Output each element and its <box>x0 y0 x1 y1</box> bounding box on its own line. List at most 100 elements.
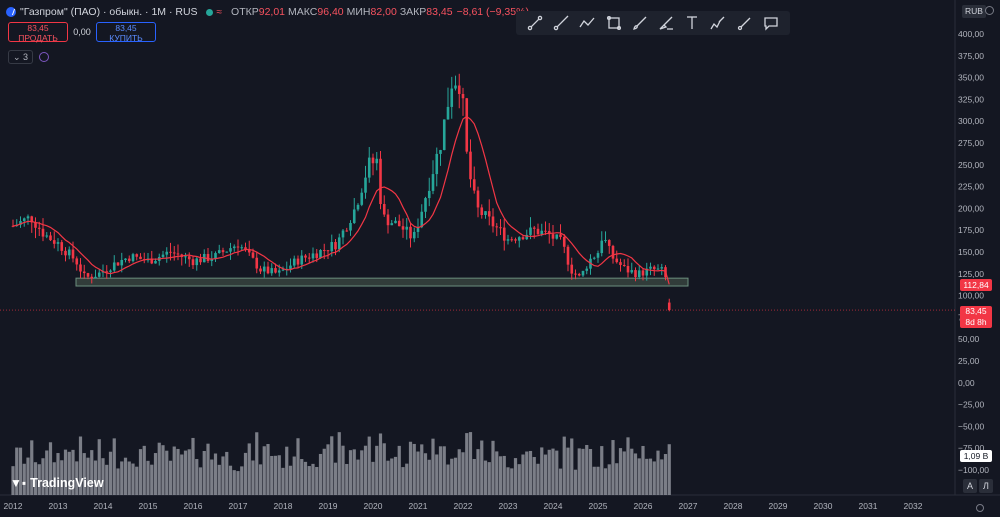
sell-price: 83,45 <box>27 23 49 33</box>
rectangle-icon[interactable] <box>605 14 623 32</box>
volume-bar <box>33 462 38 495</box>
x-tick-label: 2017 <box>229 501 248 511</box>
volume-bar <box>405 463 409 495</box>
y-tick-label: −25,00 <box>958 400 985 410</box>
log-scale-button[interactable]: Л <box>979 479 993 493</box>
candle <box>116 262 120 266</box>
logo-text: TradingView <box>30 476 104 490</box>
candle <box>64 250 67 256</box>
text-icon[interactable] <box>683 14 701 32</box>
candle <box>472 179 476 191</box>
candle <box>341 230 345 238</box>
candle <box>499 227 502 229</box>
volume-bar <box>67 451 71 495</box>
candle <box>379 158 382 205</box>
volume-bar <box>161 445 165 495</box>
trend-line-icon[interactable] <box>526 14 544 32</box>
volume-bar <box>637 458 641 495</box>
symbol-header: "Газпром" (ПАО) · обыкн. · 1M · RUS ≈ ОТ… <box>6 4 529 20</box>
candle <box>124 258 127 260</box>
candle <box>397 220 401 227</box>
marker-icon[interactable] <box>736 14 754 32</box>
volume-bar <box>127 461 131 495</box>
timezone-icon[interactable] <box>976 504 984 512</box>
symbol-title[interactable]: "Газпром" (ПАО) · обыкн. · 1M · RUS <box>20 6 198 18</box>
buy-button[interactable]: 83,45 КУПИТЬ <box>96 22 156 42</box>
candle <box>394 220 397 224</box>
candle <box>75 258 79 265</box>
path-icon[interactable] <box>578 14 596 32</box>
volume-bar <box>532 457 536 495</box>
volume-bar <box>641 445 645 495</box>
candle <box>131 254 135 262</box>
volume-bar <box>611 440 615 495</box>
volume-bar <box>547 449 551 495</box>
indicators-toggle[interactable]: ⌄ 3 <box>8 50 34 64</box>
candle <box>360 192 364 205</box>
volume-bar <box>536 463 540 495</box>
pencil-icon[interactable] <box>709 14 727 32</box>
x-tick-label: 2032 <box>904 501 923 511</box>
candle <box>82 271 86 274</box>
volume-bar <box>37 464 41 495</box>
x-tick-label: 2023 <box>499 501 518 511</box>
volume-bar <box>498 456 503 495</box>
candle <box>277 270 281 273</box>
volume-bar <box>48 442 53 495</box>
y-tick-label: 200,00 <box>958 203 984 213</box>
candle <box>86 273 90 277</box>
volume-bar <box>525 451 529 495</box>
candle <box>634 270 637 278</box>
y-tick-label: −50,00 <box>958 421 985 431</box>
compare-icon[interactable]: ≈ <box>216 6 223 18</box>
auto-scale-button[interactable]: A <box>963 479 977 493</box>
volume-bar <box>183 450 188 495</box>
brush-icon[interactable] <box>631 14 649 32</box>
volume-bar <box>442 446 446 495</box>
sell-button[interactable]: 83,45 ПРОДАТЬ <box>8 22 68 42</box>
volume-bar <box>450 458 454 495</box>
candle <box>577 274 581 276</box>
x-tick-label: 2021 <box>409 501 428 511</box>
candle <box>281 269 285 271</box>
candle <box>412 231 416 239</box>
comment-icon[interactable] <box>762 14 780 32</box>
candle <box>555 234 559 239</box>
candle <box>22 218 26 222</box>
candle <box>176 253 180 255</box>
candle <box>514 239 517 241</box>
volume-bar <box>322 448 326 495</box>
volume-bar <box>52 462 56 495</box>
y-tick-label: 100,00 <box>958 291 984 301</box>
ray-icon[interactable] <box>552 14 570 32</box>
candle <box>529 227 532 235</box>
volume-bar <box>510 468 514 495</box>
volume-bar <box>187 449 191 495</box>
candle <box>206 253 210 261</box>
volume-bar <box>618 448 623 495</box>
candle <box>596 253 600 258</box>
volume-bar <box>195 459 199 495</box>
volume-bar <box>465 433 469 495</box>
currency-selector[interactable]: RUB <box>962 5 986 18</box>
volume-bar <box>172 446 176 495</box>
candle <box>559 234 562 237</box>
candle <box>165 251 169 255</box>
settings-icon[interactable] <box>985 6 994 15</box>
volume-bar <box>457 449 461 495</box>
candle <box>390 223 394 226</box>
volume-bar <box>225 451 229 495</box>
candle <box>255 257 259 269</box>
candle <box>19 221 22 225</box>
candle <box>11 225 15 227</box>
volume-bar <box>517 464 521 495</box>
candle <box>127 258 131 262</box>
candle <box>79 264 82 272</box>
highlighter-icon[interactable] <box>657 14 675 32</box>
volume-bar <box>90 450 94 495</box>
volume-bar <box>288 465 293 495</box>
volume-bar <box>562 436 566 495</box>
volume-bar <box>56 453 60 495</box>
volume-bar <box>495 451 499 495</box>
